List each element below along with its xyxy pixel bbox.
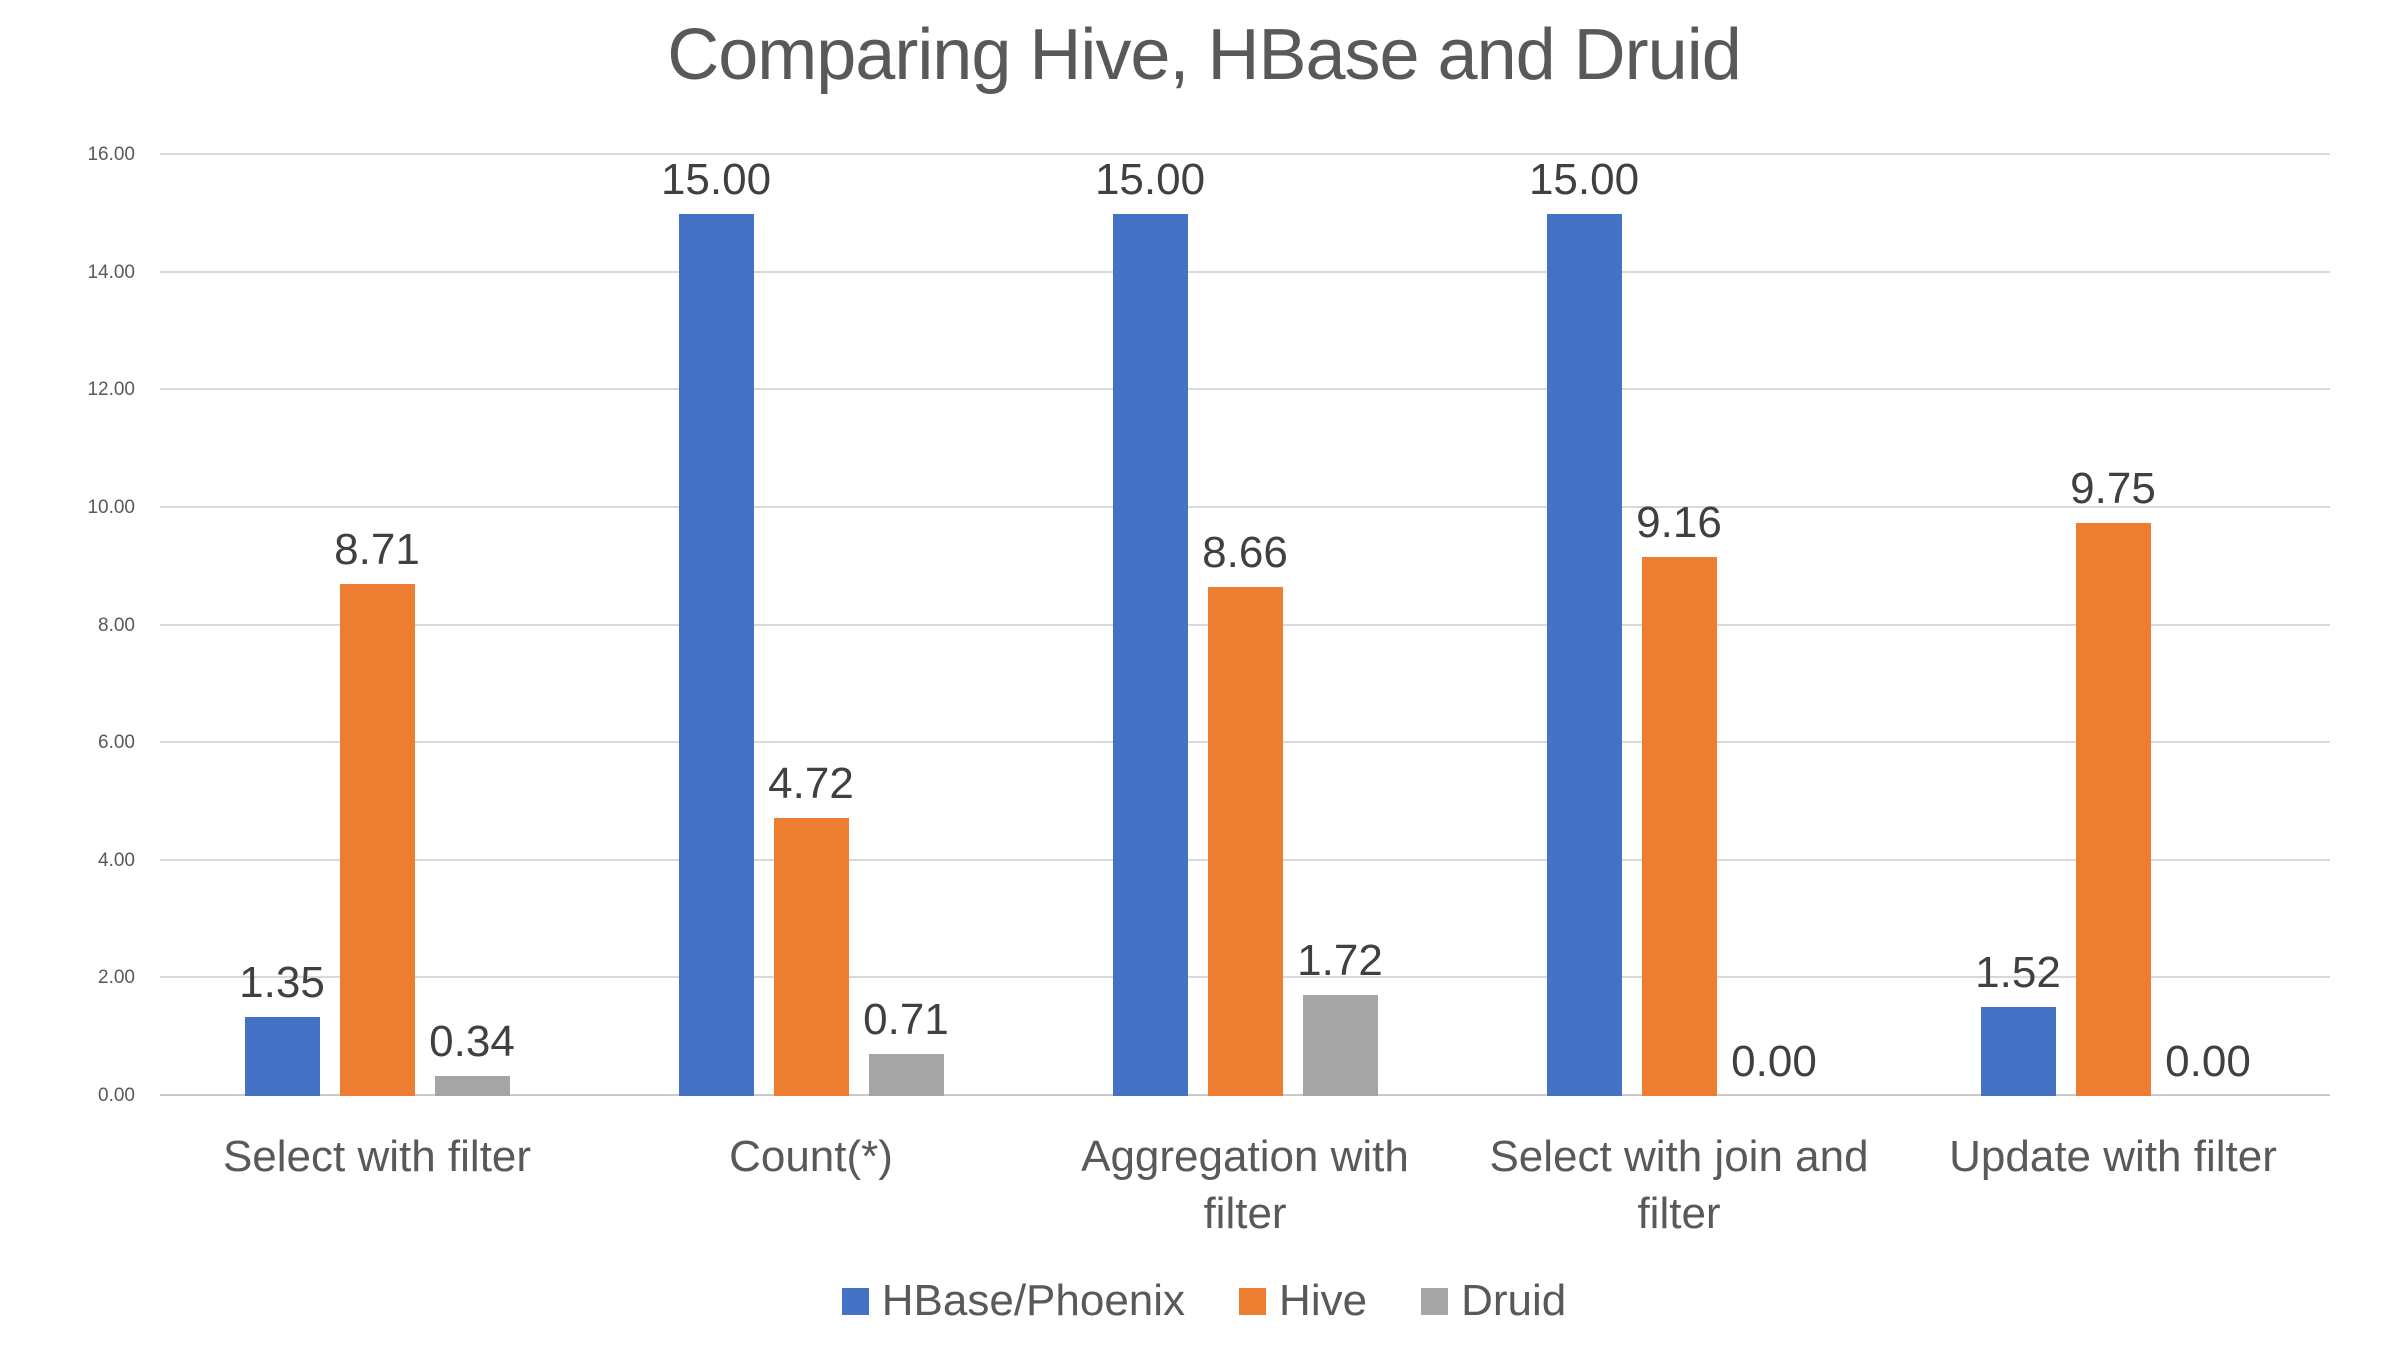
bar-value-label: 1.52: [1975, 947, 2061, 997]
bar: 1.52: [1975, 948, 2061, 1096]
bar-group: 1.35 8.71 0.34: [160, 155, 594, 1096]
y-axis-tick-label: 10.00: [87, 496, 135, 518]
category-label: Count(*): [594, 1128, 1028, 1242]
y-axis-tick-label: 0.00: [98, 1085, 135, 1106]
legend: HBase/Phoenix Hive Druid: [0, 1276, 2408, 1326]
bar-groups: 1.35 8.71 0.34 15.00 4.72 0.71 15.00 8.66 1.72 15…: [160, 155, 2330, 1096]
gridline: [160, 505, 2330, 508]
bar-group: 1.52 9.75 0.00: [1896, 155, 2330, 1096]
bar-value-label: 15.00: [660, 154, 772, 204]
category-label-text: Select with join and filter: [1489, 1132, 1869, 1239]
category-label: Update with filter: [1896, 1128, 2330, 1242]
bar-group: 15.00 9.16 0.00: [1462, 155, 1896, 1096]
bar: 9.16: [1636, 498, 1722, 1096]
bar-value-label: 9.75: [2070, 463, 2156, 513]
bar-value-label: 1.35: [239, 957, 325, 1007]
category-label: Aggregation with filter: [1028, 1128, 1462, 1242]
category-label-text: Aggregation with filter: [1081, 1132, 1409, 1239]
bar: 0.71: [863, 995, 949, 1096]
bar-value-label: 15.00: [1094, 154, 1206, 204]
bar-value-label: 15.00: [1528, 154, 1640, 204]
y-axis-tick-label: 6.00: [98, 732, 135, 754]
legend-swatch-hive: [1239, 1287, 1267, 1315]
bar-group: 15.00 4.72 0.71: [594, 155, 1028, 1096]
legend-label: Druid: [1461, 1276, 1567, 1325]
y-axis-tick-label: 4.00: [98, 849, 135, 871]
y-axis-tick-label: 14.00: [87, 261, 135, 283]
category-label-text: Update with filter: [1949, 1132, 2277, 1181]
chart-title: Comparing Hive, HBase and Druid: [667, 15, 1742, 95]
x-axis-category-labels: Select with filter Count(*) Aggregation wi…: [160, 1128, 2330, 1242]
category-label-text: Count(*): [729, 1132, 893, 1181]
legend-label: HBase/Phoenix: [881, 1276, 1186, 1325]
legend-swatch-druid: [1421, 1287, 1449, 1315]
bar-value-label: 8.66: [1202, 527, 1288, 577]
bar-value-label: 8.71: [334, 524, 420, 574]
bar: 9.75: [2070, 464, 2156, 1096]
bar: 8.71: [334, 525, 420, 1096]
bar-value-label: 4.72: [768, 759, 854, 809]
bar: 15.00: [1095, 155, 1205, 1096]
bar: 1.72: [1297, 936, 1383, 1096]
category-label: Select with join and filter: [1462, 1128, 1896, 1242]
gridline: [160, 270, 2330, 273]
y-axis-tick-label: 16.00: [87, 144, 135, 165]
bar: 8.66: [1202, 528, 1288, 1096]
category-label-text: Select with filter: [222, 1132, 532, 1181]
bar-group: 15.00 8.66 1.72: [1028, 155, 1462, 1096]
legend-item-hive: Hive: [1239, 1276, 1367, 1326]
legend-item-hbase-phoenix: HBase/Phoenix: [841, 1276, 1186, 1326]
y-axis-tick-label: 12.00: [87, 379, 135, 401]
category-label: Select with filter: [160, 1128, 594, 1242]
bar: 0.34: [429, 1017, 515, 1096]
bar: 4.72: [768, 759, 854, 1096]
bar: 1.35: [239, 958, 325, 1096]
gridline: [160, 153, 2330, 155]
bar-value-label: 0.00: [1731, 1037, 1817, 1086]
y-axis-tick-label: 8.00: [98, 614, 135, 636]
legend-swatch-hbase-phoenix: [841, 1287, 869, 1315]
legend-item-druid: Druid: [1421, 1276, 1566, 1326]
bar-value-label: 0.71: [863, 995, 949, 1045]
bar-value-label: 9.16: [1636, 498, 1722, 548]
bar-value-label: 1.72: [1297, 935, 1383, 985]
bar: 15.00: [1529, 155, 1639, 1096]
legend-label: Hive: [1279, 1276, 1368, 1325]
y-axis-tick-label: 2.00: [98, 967, 135, 989]
bar-value-label: 0.34: [429, 1017, 515, 1067]
bar-value-label: 0.00: [2165, 1037, 2251, 1086]
gridline: [160, 388, 2330, 391]
bar: 15.00: [661, 155, 771, 1096]
